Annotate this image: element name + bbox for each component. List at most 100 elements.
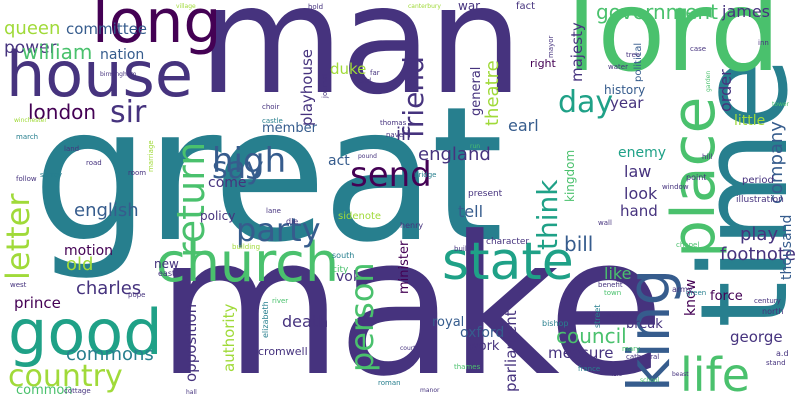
word-duke: duke — [330, 60, 367, 78]
word-die: die — [286, 217, 299, 226]
word-hill: hill — [702, 153, 713, 161]
word-james: james — [722, 2, 771, 21]
word-fact: fact — [516, 1, 536, 12]
word-majesty: majesty — [568, 22, 586, 82]
word-elizabeth: elizabeth — [261, 301, 270, 338]
word-room: room — [128, 169, 147, 177]
word-house: house — [6, 38, 193, 111]
word-cottage: cottage — [64, 387, 91, 395]
word-period: period — [742, 175, 774, 186]
word-political: political — [633, 42, 644, 82]
word-henry: henry — [400, 221, 424, 230]
word-west: west — [10, 281, 27, 289]
word-common: common — [16, 383, 73, 398]
word-wall: wall — [598, 219, 612, 227]
word-water: water — [608, 63, 628, 71]
word-life: life — [680, 348, 751, 400]
word-death: death — [282, 312, 329, 331]
word-enemy: enemy — [618, 145, 667, 161]
word-year: year — [610, 94, 644, 112]
word-act: act — [328, 153, 350, 169]
word-high: high — [212, 141, 287, 181]
word-city: city — [332, 265, 349, 275]
word-return: return — [169, 141, 213, 258]
word-think: think — [531, 179, 564, 250]
word-hand: hand — [620, 202, 658, 220]
word-iii: iii — [396, 124, 412, 145]
word-century: century — [754, 297, 781, 305]
word-surrey: surrey — [40, 171, 63, 179]
word-minister: minister — [397, 240, 412, 294]
word-country: country — [8, 359, 123, 394]
word-member: member — [262, 121, 317, 136]
word-school: school — [640, 377, 660, 384]
word-parliament: parliament — [502, 310, 520, 392]
word-company: company — [766, 121, 787, 204]
word-sir: sir — [110, 95, 147, 130]
word-south: south — [332, 251, 355, 260]
word-great: great — [32, 66, 504, 283]
word-like: like — [604, 264, 632, 283]
word-birmingham: birmingham — [100, 71, 137, 78]
word-lord: lord — [566, 0, 781, 97]
word-force: force — [710, 289, 743, 304]
word-north: north — [762, 307, 784, 316]
word-marriage: marriage — [147, 140, 155, 172]
word-little: little — [734, 113, 766, 129]
word-prince: prince — [14, 294, 61, 312]
word-charles: charles — [76, 278, 142, 299]
word-right: right — [530, 57, 556, 70]
word-look: look — [624, 184, 658, 203]
word-cromwell: cromwell — [258, 345, 308, 358]
word-party: party — [236, 211, 321, 249]
word-sidenote: sidenote — [338, 211, 382, 222]
word-playhouse: playhouse — [298, 49, 316, 126]
word-tell: tell — [458, 202, 484, 221]
word-pound: pound — [358, 153, 377, 160]
word-thousand: thousand — [779, 214, 795, 280]
word-point: point — [686, 173, 707, 182]
word-come: come — [208, 175, 247, 191]
word-vol: vol — [336, 269, 357, 285]
word-hold: hold — [308, 3, 324, 11]
word-hall: hall — [186, 389, 197, 396]
word-france: france — [578, 365, 601, 373]
word-day: day — [558, 85, 614, 120]
word-authority: authority — [220, 303, 238, 372]
word-william: william — [22, 40, 93, 64]
word-garden: garden — [705, 70, 712, 92]
word-tree: tree — [626, 51, 641, 59]
word-nave: nave — [386, 131, 404, 139]
word-castle: castle — [262, 117, 283, 125]
word-state: state — [442, 232, 574, 292]
word-earl: earl — [508, 116, 539, 135]
word-run: run — [470, 143, 481, 150]
word-history: history — [604, 83, 646, 97]
word-inn: inn — [758, 39, 769, 47]
word-order: order — [716, 69, 735, 112]
word-committee: committee — [66, 20, 148, 38]
word-make: make — [156, 196, 665, 400]
word-beast: beast — [672, 371, 689, 378]
word-england: england — [418, 144, 491, 165]
word-canterbury: canterbury — [408, 3, 441, 10]
word-letter: letter — [0, 193, 37, 280]
word-illustration: illustration — [736, 195, 784, 205]
word-english: english — [74, 200, 139, 221]
word-man: man — [198, 0, 523, 128]
word-ad: a.d — [776, 349, 789, 358]
word-build: build — [454, 245, 472, 253]
word-london: london — [28, 100, 97, 124]
word-town: town — [604, 289, 622, 297]
word-kingdom: kingdom — [563, 149, 577, 202]
word-way: way — [606, 311, 621, 319]
word-power: power — [4, 38, 57, 58]
word-character: character — [486, 237, 530, 247]
word-send: send — [350, 155, 432, 195]
word-end: end — [358, 77, 372, 85]
word-thames: thames — [454, 363, 481, 371]
word-land: land — [64, 145, 80, 153]
word-footnote: footnote — [720, 244, 796, 265]
word-follow: follow — [16, 175, 37, 183]
